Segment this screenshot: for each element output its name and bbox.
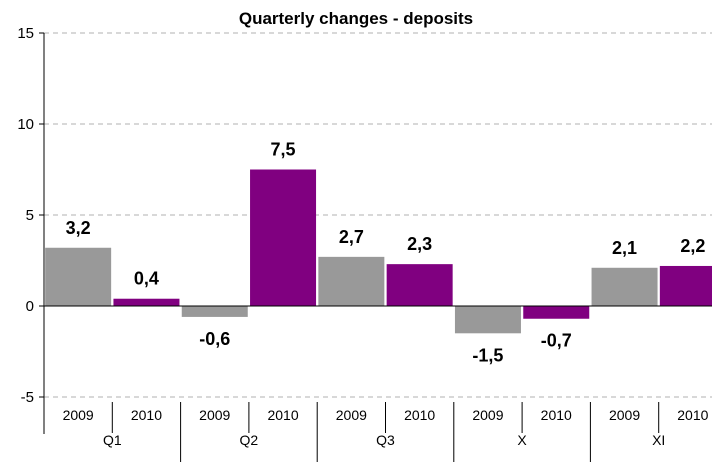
data-label: -1,5 [472, 345, 503, 365]
data-label: 3,2 [66, 218, 91, 238]
bar [386, 264, 453, 306]
x-sub-label: 2010 [131, 407, 162, 423]
y-tick-label: 10 [17, 116, 34, 133]
bar [523, 306, 590, 319]
x-group-label: Q3 [376, 432, 395, 448]
data-label: 2,1 [612, 238, 637, 258]
bar [454, 306, 521, 334]
chart-title: Quarterly changes - deposits [238, 9, 474, 28]
x-sub-label: 2009 [609, 407, 640, 423]
data-label: -0,6 [199, 329, 230, 349]
y-tick-label: 15 [17, 25, 34, 42]
x-sub-label: 2010 [541, 407, 572, 423]
x-sub-label: 2009 [472, 407, 503, 423]
bar [659, 265, 712, 306]
x-sub-label: 2009 [336, 407, 367, 423]
data-label: 2,3 [407, 234, 432, 254]
x-sub-label: 2009 [199, 407, 230, 423]
data-label: 7,5 [271, 140, 296, 160]
bar [591, 267, 658, 306]
y-tick-label: -5 [21, 389, 34, 406]
x-group-label: X [517, 432, 527, 448]
data-label: -0,7 [541, 331, 572, 351]
data-label: 2,7 [339, 227, 364, 247]
x-group-label: XI [652, 432, 665, 448]
x-group-label: Q1 [103, 432, 122, 448]
data-labels: 3,2 -0,6 2,7 -1,5 2,1 0,4 7,5 2,3 -0,7 2,2 [66, 140, 706, 366]
gridlines [44, 32, 712, 398]
axes: -5 0 5 10 15 2009 2010 2009 2010 2009 2010 2009 2010… [17, 25, 712, 462]
x-group-label: Q2 [240, 432, 259, 448]
data-label: 2,2 [680, 236, 705, 256]
x-sub-label: 2010 [404, 407, 435, 423]
y-tick-label: 5 [26, 207, 34, 224]
x-sub-label: 2010 [677, 407, 708, 423]
data-label: 0,4 [134, 269, 159, 289]
x-sub-label: 2009 [63, 407, 94, 423]
bar [113, 298, 180, 306]
bar [45, 247, 112, 306]
bar [318, 256, 385, 306]
bar [181, 306, 248, 317]
x-sub-label: 2010 [267, 407, 298, 423]
y-tick-label: 0 [26, 298, 34, 315]
bar [250, 169, 317, 306]
bars [45, 169, 712, 334]
